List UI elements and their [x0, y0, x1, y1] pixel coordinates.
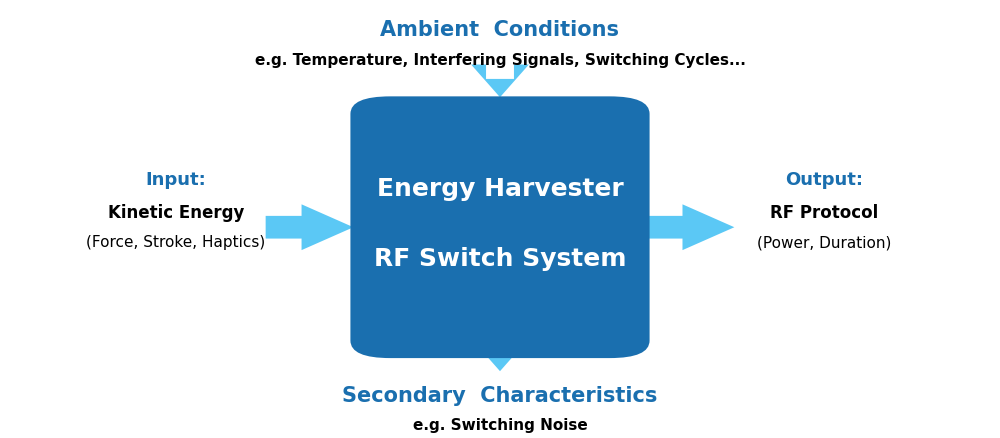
Text: Input:: Input: [146, 171, 206, 189]
Text: Output:: Output: [785, 171, 863, 189]
Text: Ambient  Conditions: Ambient Conditions [380, 20, 620, 40]
Text: Energy Harvester: Energy Harvester [377, 177, 623, 201]
Text: e.g. Switching Noise: e.g. Switching Noise [413, 417, 587, 432]
Polygon shape [471, 65, 529, 98]
Text: Kinetic Energy: Kinetic Energy [108, 204, 244, 222]
Text: e.g. Temperature, Interfering Signals, Switching Cycles...: e.g. Temperature, Interfering Signals, S… [255, 53, 745, 67]
Text: (Force, Stroke, Haptics): (Force, Stroke, Haptics) [86, 235, 266, 250]
FancyBboxPatch shape [350, 97, 650, 358]
Text: RF Protocol: RF Protocol [770, 204, 878, 222]
Text: RF Switch System: RF Switch System [374, 246, 626, 270]
Polygon shape [647, 205, 734, 251]
Text: (Power, Duration): (Power, Duration) [757, 235, 891, 250]
Polygon shape [266, 205, 353, 251]
Polygon shape [471, 339, 529, 371]
Text: Secondary  Characteristics: Secondary Characteristics [342, 385, 658, 405]
